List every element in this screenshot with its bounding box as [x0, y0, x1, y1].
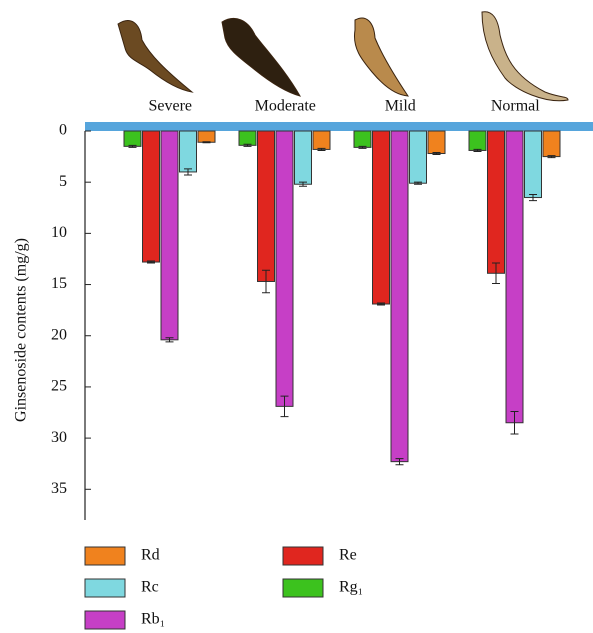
root-mild	[354, 18, 408, 96]
y-tick-label: 10	[51, 224, 67, 241]
bar	[410, 131, 427, 183]
y-tick-label: 15	[51, 275, 67, 292]
legend-label: Rd	[141, 547, 160, 564]
bar	[488, 131, 505, 273]
category-label: Normal	[491, 98, 540, 115]
legend-label: Rg₁	[339, 579, 363, 596]
y-tick-label: 20	[51, 326, 67, 343]
root-images	[118, 12, 568, 101]
legend-swatch	[85, 611, 125, 629]
bar	[276, 131, 293, 406]
legend-label: Rb₁	[141, 611, 165, 628]
category-label: Moderate	[255, 98, 316, 115]
bar	[428, 131, 445, 154]
legend-label: Re	[339, 547, 357, 564]
bar	[180, 131, 197, 172]
bar	[525, 131, 542, 198]
bar	[198, 131, 215, 142]
y-tick-label: 25	[51, 378, 67, 395]
legend-swatch	[85, 547, 125, 565]
bar	[506, 131, 523, 423]
legend-swatch	[85, 579, 125, 597]
top-band	[85, 122, 593, 131]
bar	[391, 131, 408, 462]
bar	[469, 131, 486, 150]
bar	[354, 131, 371, 147]
bar	[124, 131, 141, 146]
root-severe	[118, 21, 192, 92]
bar	[313, 131, 330, 149]
bar	[543, 131, 560, 157]
root-moderate	[222, 18, 300, 96]
bar	[161, 131, 178, 340]
bar	[258, 131, 275, 281]
y-tick-label: 35	[51, 480, 67, 497]
bar	[239, 131, 256, 145]
root-normal	[482, 12, 568, 101]
y-tick-label: 5	[59, 173, 67, 190]
category-label: Severe	[148, 98, 192, 115]
chart: Ginsenoside contents (mg/g) 0 5 10 15 20 25 30…	[0, 0, 593, 633]
y-tick-label: 30	[51, 429, 67, 446]
bar	[143, 131, 160, 262]
legend-swatch	[283, 579, 323, 597]
legend-label: Rc	[141, 579, 159, 596]
legend-swatch	[283, 547, 323, 565]
y-tick-label: 0	[59, 122, 67, 139]
bar	[295, 131, 312, 184]
y-axis-label: Ginsenoside contents (mg/g)	[13, 238, 30, 422]
bar	[373, 131, 390, 304]
category-label: Mild	[385, 98, 416, 115]
